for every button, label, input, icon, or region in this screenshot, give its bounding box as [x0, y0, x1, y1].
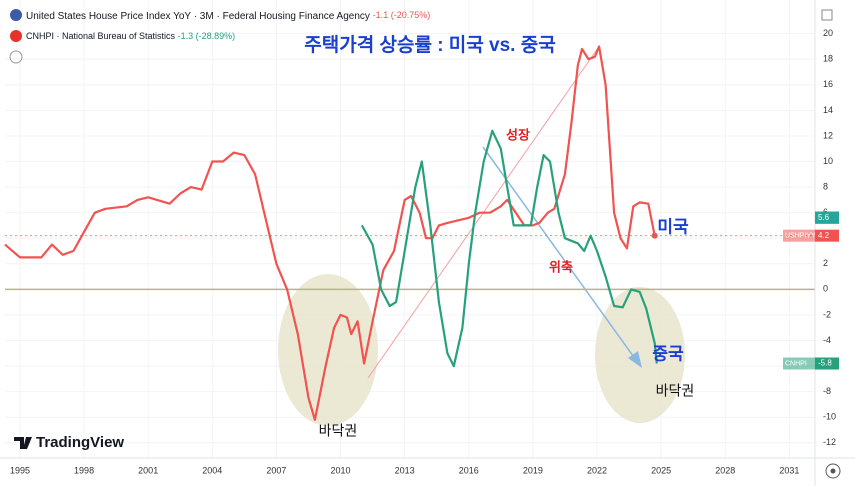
- price-badge: [815, 357, 839, 370]
- series-line: [360, 129, 658, 368]
- watermark: TradingView: [36, 434, 124, 451]
- legend-change: -1.3 (-28.89%): [178, 31, 236, 41]
- price-badge-ticker: USHPIYY: [785, 233, 816, 240]
- scale-button[interactable]: [821, 9, 833, 21]
- y-tick-label: 2: [823, 258, 828, 268]
- annotation: 위축: [549, 259, 573, 274]
- x-tick-label: 2016: [459, 465, 479, 475]
- y-tick-label: -4: [823, 335, 831, 345]
- y-tick-label: 20: [823, 28, 833, 38]
- y-tick-label: -12: [823, 437, 836, 447]
- y-tick-label: 16: [823, 79, 833, 89]
- price-badge: [815, 211, 839, 224]
- price-badge-value: -5.8: [818, 359, 832, 368]
- price-badge: [783, 229, 815, 242]
- price-badge: [783, 357, 815, 370]
- y-tick-label: -10: [823, 412, 836, 422]
- y-tick-label: -2: [823, 309, 831, 319]
- legend-name: CNHPI · National Bureau of Statistics: [26, 31, 176, 41]
- x-tick-label: 1998: [74, 465, 94, 475]
- y-tick-label: 12: [823, 130, 833, 140]
- x-tick-label: 2001: [138, 465, 158, 475]
- highlight-ellipse: [278, 274, 378, 426]
- x-tick-label: 2019: [523, 465, 543, 475]
- trend-arrow: [482, 146, 637, 361]
- price-badge: [815, 229, 839, 242]
- x-tick-label: 2007: [266, 465, 286, 475]
- legend-entry: United States House Price Index YoY · 3M…: [26, 10, 430, 21]
- annotation: 바닥권: [319, 423, 358, 439]
- settings-button-dot: [830, 468, 836, 474]
- series-line: [4, 45, 656, 421]
- axes: -12-10-8-6-4-202468101214161820199519982…: [10, 28, 839, 475]
- us-flag-icon: [10, 9, 22, 21]
- logo-icon: [14, 437, 32, 449]
- x-tick-label: 2013: [395, 465, 415, 475]
- price-badge-value: 4.2: [818, 231, 830, 240]
- settings-button[interactable]: [825, 463, 841, 479]
- last-value-dot: [651, 232, 658, 239]
- x-tick-label: 2004: [202, 465, 222, 475]
- legend-change: -1.1 (-20.75%): [373, 10, 431, 20]
- arrow-head: [628, 351, 642, 368]
- x-tick-label: 2031: [779, 465, 799, 475]
- y-tick-label: 14: [823, 105, 833, 115]
- cn-flag-icon: [10, 30, 22, 42]
- x-tick-label: 2022: [587, 465, 607, 475]
- legend-toggle[interactable]: [9, 50, 23, 64]
- y-tick-label: 18: [823, 54, 833, 64]
- legend-entry: CNHPI · National Bureau of Statistics -1…: [26, 31, 235, 41]
- x-tick-label: 2025: [651, 465, 671, 475]
- chart-title: 주택가격 상승률 : 미국 vs. 중국: [304, 34, 555, 56]
- y-tick-label: -8: [823, 386, 831, 396]
- annotation: 미국: [657, 217, 689, 236]
- annotation: 중국: [652, 344, 684, 363]
- x-tick-label: 2028: [715, 465, 735, 475]
- highlight-ellipse: [595, 287, 685, 423]
- legend-name: United States House Price Index YoY · 3M…: [26, 11, 370, 22]
- y-tick-label: 10: [823, 156, 833, 166]
- annotation: 바닥권: [656, 383, 695, 399]
- x-tick-label: 2010: [331, 465, 351, 475]
- y-tick-label: 8: [823, 181, 828, 191]
- x-tick-label: 1995: [10, 465, 30, 475]
- y-tick-label: 0: [823, 284, 828, 294]
- price-badge-value: 5.6: [818, 213, 830, 222]
- annotation: 성장: [506, 127, 530, 142]
- price-badge-ticker: CNHPI: [785, 360, 807, 367]
- plot: [4, 45, 815, 421]
